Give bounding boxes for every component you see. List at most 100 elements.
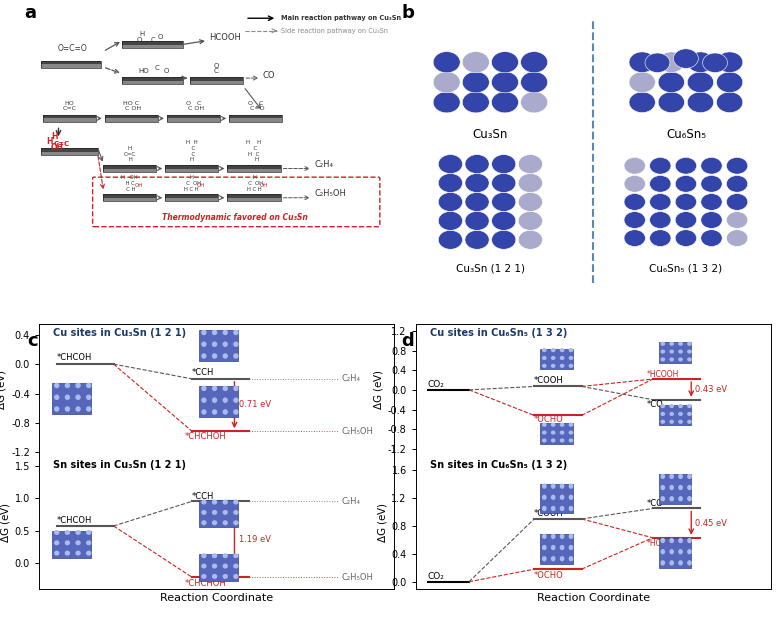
- Bar: [190, 81, 243, 84]
- Circle shape: [687, 92, 714, 113]
- Circle shape: [674, 49, 698, 68]
- Circle shape: [76, 395, 80, 399]
- Bar: [43, 115, 96, 122]
- Circle shape: [213, 354, 217, 358]
- Circle shape: [202, 354, 206, 358]
- Circle shape: [552, 534, 555, 538]
- Circle shape: [492, 154, 516, 173]
- Text: 1.19 eV: 1.19 eV: [239, 535, 271, 544]
- Circle shape: [629, 92, 655, 113]
- Circle shape: [439, 173, 463, 192]
- Circle shape: [543, 439, 546, 442]
- Circle shape: [645, 53, 670, 73]
- Circle shape: [688, 413, 691, 415]
- Bar: [227, 168, 280, 172]
- Bar: [659, 474, 691, 504]
- Circle shape: [492, 211, 516, 230]
- Circle shape: [213, 511, 217, 514]
- Circle shape: [661, 486, 664, 489]
- Circle shape: [202, 410, 206, 414]
- Text: O: O: [158, 34, 164, 40]
- Text: C₂H₄: C₂H₄: [341, 497, 360, 506]
- Circle shape: [543, 496, 546, 499]
- Circle shape: [202, 500, 206, 504]
- Bar: [659, 404, 691, 425]
- Bar: [540, 484, 573, 513]
- Circle shape: [202, 521, 206, 525]
- Circle shape: [55, 541, 58, 544]
- Circle shape: [433, 72, 460, 93]
- Circle shape: [465, 230, 489, 249]
- Circle shape: [688, 350, 691, 353]
- Bar: [122, 77, 183, 81]
- Bar: [122, 77, 183, 84]
- Circle shape: [224, 386, 227, 391]
- Circle shape: [670, 342, 673, 345]
- Text: *OCHO: *OCHO: [534, 415, 564, 424]
- Bar: [41, 152, 97, 155]
- Text: b: b: [401, 4, 414, 22]
- Circle shape: [701, 211, 722, 229]
- Bar: [190, 77, 243, 81]
- Text: C₂H₅OH: C₂H₅OH: [341, 573, 373, 582]
- Circle shape: [661, 358, 664, 361]
- Text: *COOH: *COOH: [534, 377, 564, 385]
- Circle shape: [65, 551, 69, 555]
- Circle shape: [543, 484, 546, 488]
- Bar: [165, 168, 218, 172]
- Circle shape: [213, 342, 217, 346]
- Bar: [229, 118, 283, 122]
- Circle shape: [679, 342, 682, 345]
- Circle shape: [439, 230, 463, 249]
- Circle shape: [688, 474, 691, 479]
- Circle shape: [55, 395, 58, 399]
- Bar: [165, 197, 218, 201]
- Circle shape: [518, 211, 542, 230]
- Circle shape: [543, 546, 546, 549]
- Circle shape: [661, 420, 664, 423]
- Bar: [51, 383, 91, 414]
- Circle shape: [687, 52, 714, 73]
- Circle shape: [675, 211, 696, 229]
- Bar: [104, 115, 158, 118]
- Text: C=C: C=C: [54, 141, 70, 147]
- Circle shape: [679, 474, 682, 479]
- Circle shape: [670, 420, 673, 423]
- Circle shape: [65, 407, 69, 411]
- Circle shape: [569, 423, 573, 426]
- Circle shape: [492, 72, 519, 93]
- Circle shape: [65, 541, 69, 544]
- Circle shape: [679, 358, 682, 361]
- Circle shape: [55, 530, 58, 534]
- Circle shape: [658, 92, 685, 113]
- Bar: [190, 77, 243, 84]
- Bar: [103, 197, 157, 201]
- Y-axis label: $\Delta$G (eV): $\Delta$G (eV): [375, 502, 389, 543]
- Bar: [229, 115, 283, 118]
- Circle shape: [213, 500, 217, 504]
- Text: H
C=C
 H: H C=C H: [124, 146, 136, 163]
- Circle shape: [234, 410, 238, 414]
- Circle shape: [661, 350, 664, 353]
- Circle shape: [543, 431, 546, 434]
- Circle shape: [492, 92, 519, 113]
- Text: Main reaction pathway on Cu₃Sn: Main reaction pathway on Cu₃Sn: [280, 15, 400, 22]
- Circle shape: [658, 52, 685, 73]
- Text: H
  C  OH
H C H: H C OH H C H: [183, 175, 201, 192]
- Circle shape: [560, 484, 564, 488]
- Circle shape: [213, 386, 217, 391]
- Text: *CHCOH: *CHCOH: [57, 517, 92, 525]
- Circle shape: [670, 486, 673, 489]
- Circle shape: [675, 175, 696, 192]
- Circle shape: [433, 52, 460, 73]
- Bar: [659, 539, 691, 568]
- Circle shape: [727, 230, 748, 246]
- Circle shape: [492, 230, 516, 249]
- Circle shape: [703, 53, 728, 73]
- Circle shape: [465, 173, 489, 192]
- Circle shape: [552, 557, 555, 561]
- Circle shape: [65, 530, 69, 534]
- Bar: [43, 118, 96, 122]
- Circle shape: [552, 356, 555, 360]
- Bar: [199, 386, 238, 417]
